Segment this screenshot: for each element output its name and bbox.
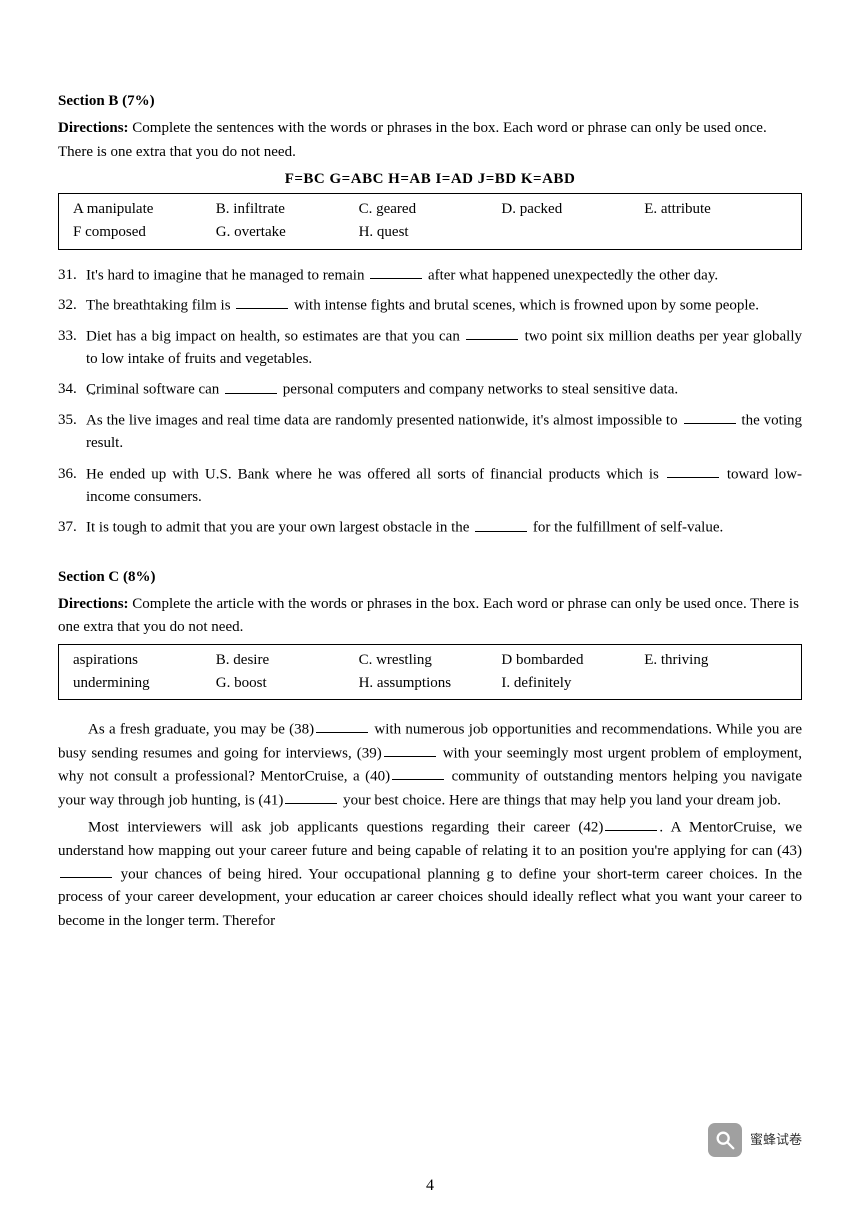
question-item: 35. As the live images and real time dat… <box>58 409 802 456</box>
blank[interactable] <box>225 378 277 393</box>
blank[interactable] <box>384 742 436 757</box>
q-pre: He ended up with U.S. Bank where he was … <box>86 466 665 482</box>
question-number: 32. <box>58 294 86 318</box>
section-c: Section C (8%) Directions: Complete the … <box>58 566 802 933</box>
blank[interactable] <box>684 409 736 424</box>
word-cell: F composed <box>73 221 216 244</box>
section-c-title: Section C (8%) <box>58 566 802 589</box>
blank[interactable] <box>236 294 288 309</box>
passage-text: As a fresh graduate, you may be (38) <box>88 721 314 737</box>
section-b: Section B (7%) Directions: Complete the … <box>58 90 802 540</box>
word-cell: I. definitely <box>501 672 644 695</box>
question-text: It's hard to imagine that he managed to … <box>86 264 802 288</box>
word-cell: E. thriving <box>644 649 787 672</box>
word-cell: B. desire <box>216 649 359 672</box>
q-pre: The breathtaking film is <box>86 297 234 313</box>
blank[interactable] <box>60 863 112 878</box>
question-number: 31. <box>58 264 86 288</box>
q-post: personal computers and company networks … <box>279 382 678 398</box>
footer-brand: 蜜蜂试卷 <box>708 1123 802 1157</box>
passage-text: your best choice. Here are things that m… <box>339 792 781 808</box>
question-number: 33. <box>58 325 86 372</box>
q-pre: It's hard to imagine that he managed to … <box>86 267 368 283</box>
blank[interactable] <box>370 264 422 279</box>
word-cell: A manipulate <box>73 198 216 221</box>
word-cell: G. boost <box>216 672 359 695</box>
section-b-title: Section B (7%) <box>58 90 802 113</box>
question-item: 34. Criminal software can personal compu… <box>58 378 802 402</box>
word-cell <box>644 672 787 695</box>
word-cell: D bombarded <box>501 649 644 672</box>
brand-icon <box>708 1123 742 1157</box>
question-item: 36. He ended up with U.S. Bank where he … <box>58 463 802 510</box>
word-box-c: aspirations B. desire C. wrestling D bom… <box>58 644 802 701</box>
blank[interactable] <box>466 325 518 340</box>
q-post: after what happened unexpectedly the oth… <box>424 267 718 283</box>
word-cell: H. assumptions <box>359 672 502 695</box>
word-cell: undermining <box>73 672 216 695</box>
answer-key-row: F=BC G=ABC H=AB I=AD J=BD K=ABD <box>58 168 802 191</box>
word-cell: C. geared <box>359 198 502 221</box>
word-cell: E. attribute <box>644 198 787 221</box>
directions-text: Complete the article with the words or p… <box>58 596 799 635</box>
word-cell: B. infiltrate <box>216 198 359 221</box>
question-item: 32. The breathtaking film is with intens… <box>58 294 802 318</box>
passage-paragraph-2: Most interviewers will ask job applicant… <box>58 816 802 933</box>
brand-text: 蜜蜂试卷 <box>750 1130 802 1150</box>
blank[interactable] <box>285 789 337 804</box>
question-text: It is tough to admit that you are your o… <box>86 516 802 540</box>
blank[interactable] <box>316 718 368 733</box>
question-text: As the live images and real time data ar… <box>86 409 802 456</box>
question-number: 34. <box>58 378 86 402</box>
question-text: Criminal software can personal computers… <box>86 378 802 402</box>
directions-label: Directions: <box>58 596 129 612</box>
question-number: 35. <box>58 409 86 456</box>
word-cell: H. quest <box>359 221 502 244</box>
blank[interactable] <box>475 516 527 531</box>
word-box-b-row1: A manipulate B. infiltrate C. geared D. … <box>73 198 787 221</box>
blank[interactable] <box>605 816 657 831</box>
magnifier-icon <box>714 1129 736 1151</box>
passage-paragraph-1: As a fresh graduate, you may be (38) wit… <box>58 718 802 812</box>
passage-text: your chances of being hired. Your occupa… <box>58 866 802 929</box>
question-text: He ended up with U.S. Bank where he was … <box>86 463 802 510</box>
question-list-b: ~ 31. It's hard to imagine that he manag… <box>58 264 802 540</box>
q-post: with intense fights and brutal scenes, w… <box>290 297 759 313</box>
directions-text: Complete the sentences with the words or… <box>58 120 767 159</box>
q-pre: Criminal software can <box>86 382 223 398</box>
blank[interactable] <box>667 463 719 478</box>
question-number: 37. <box>58 516 86 540</box>
q-post: for the fulfillment of self-value. <box>529 520 723 536</box>
question-text: Diet has a big impact on health, so esti… <box>86 325 802 372</box>
word-box-c-row1: aspirations B. desire C. wrestling D bom… <box>73 649 787 672</box>
word-cell <box>501 221 644 244</box>
blank[interactable] <box>392 765 444 780</box>
margin-mark: ~ <box>88 384 96 406</box>
q-pre: Diet has a big impact on health, so esti… <box>86 328 464 344</box>
word-box-b: A manipulate B. infiltrate C. geared D. … <box>58 193 802 250</box>
word-cell <box>644 221 787 244</box>
q-pre: As the live images and real time data ar… <box>86 412 682 428</box>
page-number: 4 <box>0 1174 860 1199</box>
question-number: 36. <box>58 463 86 510</box>
word-cell: D. packed <box>501 198 644 221</box>
word-box-c-row2: undermining G. boost H. assumptions I. d… <box>73 672 787 695</box>
question-item: 31. It's hard to imagine that he managed… <box>58 264 802 288</box>
word-cell: G. overtake <box>216 221 359 244</box>
section-b-directions: Directions: Complete the sentences with … <box>58 117 802 164</box>
question-text: The breathtaking film is with intense fi… <box>86 294 802 318</box>
passage-text: Most interviewers will ask job applicant… <box>88 819 603 835</box>
question-item: 37. It is tough to admit that you are yo… <box>58 516 802 540</box>
word-cell: aspirations <box>73 649 216 672</box>
directions-label: Directions: <box>58 120 129 136</box>
question-item: 33. Diet has a big impact on health, so … <box>58 325 802 372</box>
section-c-directions: Directions: Complete the article with th… <box>58 593 802 640</box>
word-cell: C. wrestling <box>359 649 502 672</box>
q-pre: It is tough to admit that you are your o… <box>86 520 473 536</box>
word-box-b-row2: F composed G. overtake H. quest <box>73 221 787 244</box>
